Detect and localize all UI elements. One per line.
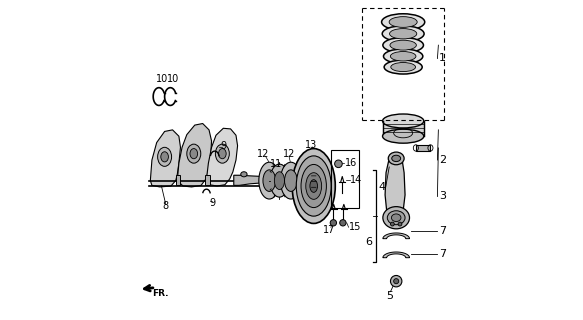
Ellipse shape xyxy=(241,172,247,177)
Text: 7: 7 xyxy=(439,249,446,259)
Ellipse shape xyxy=(382,26,424,42)
Ellipse shape xyxy=(389,28,417,39)
Ellipse shape xyxy=(301,164,326,208)
Circle shape xyxy=(391,222,394,226)
Bar xyxy=(416,145,430,151)
Ellipse shape xyxy=(259,162,280,199)
Polygon shape xyxy=(383,252,409,258)
Text: 12: 12 xyxy=(283,149,295,159)
Text: 9: 9 xyxy=(220,141,226,151)
Ellipse shape xyxy=(310,180,318,192)
Polygon shape xyxy=(150,130,181,187)
Text: 3: 3 xyxy=(439,191,446,202)
Circle shape xyxy=(335,160,342,168)
Text: 5: 5 xyxy=(386,291,393,301)
Ellipse shape xyxy=(285,170,297,191)
Text: 1: 1 xyxy=(439,53,446,63)
Text: 13: 13 xyxy=(305,140,317,150)
Polygon shape xyxy=(205,175,210,185)
Ellipse shape xyxy=(382,129,424,143)
Text: 4: 4 xyxy=(378,182,385,192)
Polygon shape xyxy=(234,175,239,185)
Text: 12: 12 xyxy=(258,149,270,159)
Ellipse shape xyxy=(190,148,198,159)
Text: 16: 16 xyxy=(345,157,357,168)
Polygon shape xyxy=(175,175,180,185)
Text: 2: 2 xyxy=(439,155,446,165)
Text: 14: 14 xyxy=(350,175,363,185)
Ellipse shape xyxy=(384,49,423,64)
Text: 6: 6 xyxy=(366,237,373,247)
Ellipse shape xyxy=(382,114,424,128)
Text: 9: 9 xyxy=(210,198,216,208)
Ellipse shape xyxy=(161,152,168,162)
Text: 8: 8 xyxy=(163,201,168,211)
Circle shape xyxy=(340,220,346,226)
Text: FR.: FR. xyxy=(153,289,169,298)
Ellipse shape xyxy=(263,170,276,191)
Polygon shape xyxy=(206,128,237,186)
Ellipse shape xyxy=(387,211,405,225)
Ellipse shape xyxy=(384,60,422,74)
Polygon shape xyxy=(234,175,272,185)
Ellipse shape xyxy=(392,155,401,162)
Text: 15: 15 xyxy=(349,222,361,232)
Text: 10: 10 xyxy=(167,74,180,84)
Ellipse shape xyxy=(305,173,322,199)
Bar xyxy=(331,150,359,208)
Ellipse shape xyxy=(219,148,226,159)
Ellipse shape xyxy=(296,156,331,216)
Ellipse shape xyxy=(382,14,425,30)
Text: 10: 10 xyxy=(156,74,168,84)
Polygon shape xyxy=(383,233,409,239)
Polygon shape xyxy=(385,155,405,219)
Text: 17: 17 xyxy=(323,225,335,236)
Ellipse shape xyxy=(388,152,404,165)
Ellipse shape xyxy=(292,148,335,223)
Ellipse shape xyxy=(389,17,417,28)
Ellipse shape xyxy=(280,162,301,199)
Ellipse shape xyxy=(275,172,285,189)
Ellipse shape xyxy=(390,40,416,50)
Circle shape xyxy=(394,279,399,284)
Ellipse shape xyxy=(391,52,416,61)
Ellipse shape xyxy=(383,207,409,229)
Text: 7: 7 xyxy=(439,226,446,236)
Text: 11: 11 xyxy=(270,159,282,169)
Ellipse shape xyxy=(157,147,171,166)
Ellipse shape xyxy=(391,62,416,72)
Ellipse shape xyxy=(215,144,229,163)
Ellipse shape xyxy=(383,37,423,53)
Ellipse shape xyxy=(187,144,201,163)
Circle shape xyxy=(330,220,336,226)
Polygon shape xyxy=(177,124,212,187)
Ellipse shape xyxy=(270,164,289,197)
Circle shape xyxy=(391,276,402,287)
Ellipse shape xyxy=(391,214,401,221)
Circle shape xyxy=(398,222,402,226)
